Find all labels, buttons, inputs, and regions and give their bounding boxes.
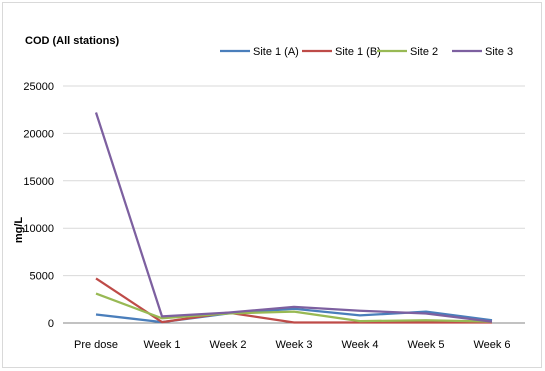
- x-tick-label: Week 2: [209, 339, 246, 351]
- series-line: [95, 277, 492, 324]
- legend-label: Site 1 (B): [335, 46, 381, 58]
- x-tick-label: Week 5: [407, 339, 444, 351]
- y-tick-label: 15000: [23, 176, 54, 188]
- y-tick-label: 20000: [23, 128, 54, 140]
- y-axis-label: mg/L: [13, 217, 25, 244]
- legend-label: Site 1 (A): [253, 46, 299, 58]
- chart-title: COD (All stations): [25, 35, 119, 47]
- legend-label: Site 3: [485, 46, 513, 58]
- y-tick-label: 25000: [23, 81, 54, 93]
- x-tick-label: Week 1: [143, 339, 180, 351]
- legend-label: Site 2: [410, 46, 438, 58]
- y-tick-label: 5000: [30, 271, 54, 283]
- series-line: [95, 292, 493, 323]
- y-tick-label: 0: [48, 318, 54, 330]
- series-line: [94, 112, 493, 323]
- x-tick-label: Week 4: [341, 339, 378, 351]
- y-tick-label: 10000: [23, 223, 54, 235]
- x-tick-label: Week 6: [473, 339, 510, 351]
- x-tick-label: Pre dose: [74, 339, 118, 351]
- chart-frame: [2, 2, 542, 368]
- x-tick-label: Week 3: [275, 339, 312, 351]
